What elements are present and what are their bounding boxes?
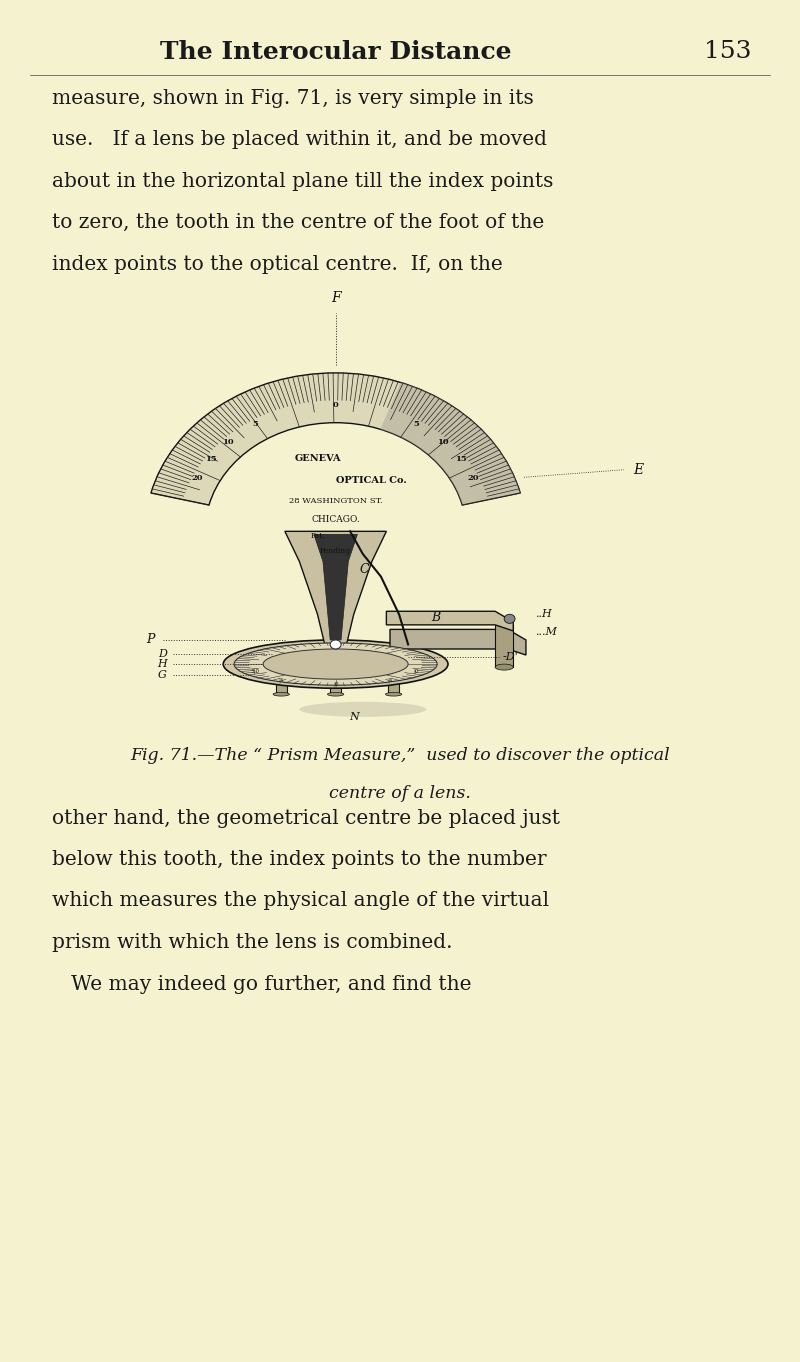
Text: |5: |5 — [278, 677, 284, 682]
Ellipse shape — [223, 640, 448, 688]
Text: other hand, the geometrical centre be placed just: other hand, the geometrical centre be pl… — [52, 809, 560, 828]
Text: D: D — [158, 648, 167, 658]
Ellipse shape — [327, 692, 344, 696]
Text: B: B — [430, 610, 440, 624]
Text: use.   If a lens be placed within it, and be moved: use. If a lens be placed within it, and … — [52, 129, 547, 148]
Wedge shape — [440, 436, 491, 469]
Text: 0: 0 — [333, 400, 338, 409]
Text: |0: |0 — [333, 682, 338, 688]
Text: OPTICAL Co.: OPTICAL Co. — [337, 475, 407, 485]
Text: H: H — [158, 659, 167, 669]
Wedge shape — [411, 402, 451, 445]
Wedge shape — [428, 419, 475, 458]
Wedge shape — [450, 454, 505, 481]
Text: G: G — [158, 670, 167, 680]
Text: C: C — [359, 563, 369, 576]
Text: centre of a lens.: centre of a lens. — [329, 785, 471, 801]
Polygon shape — [285, 531, 386, 644]
Text: Pat.: Pat. — [310, 531, 325, 539]
Text: 3|0: 3|0 — [251, 669, 260, 674]
Wedge shape — [445, 444, 498, 475]
Wedge shape — [460, 482, 518, 501]
Wedge shape — [396, 391, 430, 437]
Bar — [388, 652, 399, 695]
Text: Fig. 71.—The “ Prism Measure,”  used to discover the optical: Fig. 71.—The “ Prism Measure,” used to d… — [130, 746, 670, 764]
Text: 15: 15 — [454, 455, 466, 463]
Wedge shape — [408, 399, 446, 443]
Text: about in the horizontal plane till the index points: about in the horizontal plane till the i… — [52, 172, 554, 191]
Text: |5: |5 — [388, 677, 393, 682]
Text: 20: 20 — [192, 474, 203, 482]
Text: 5: 5 — [414, 419, 419, 428]
Text: 10: 10 — [222, 437, 234, 445]
Wedge shape — [451, 458, 507, 485]
Text: measure, shown in Fig. 71, is very simple in its: measure, shown in Fig. 71, is very simpl… — [52, 89, 534, 108]
Circle shape — [330, 640, 341, 650]
Ellipse shape — [263, 650, 408, 680]
Text: P: P — [146, 633, 154, 647]
Text: to zero, the tooth in the centre of the foot of the: to zero, the tooth in the centre of the … — [52, 212, 544, 232]
Wedge shape — [458, 478, 517, 498]
Ellipse shape — [234, 643, 437, 685]
Text: 5: 5 — [252, 419, 258, 428]
Wedge shape — [437, 432, 487, 466]
Bar — [330, 652, 341, 695]
Text: The Interocular Distance: The Interocular Distance — [160, 39, 512, 64]
Wedge shape — [447, 449, 502, 478]
Wedge shape — [389, 387, 418, 433]
Wedge shape — [425, 415, 470, 455]
Wedge shape — [442, 440, 494, 471]
Wedge shape — [422, 413, 466, 452]
Text: Pending: Pending — [320, 548, 351, 554]
Text: |0: |0 — [413, 669, 418, 674]
Text: 20: 20 — [468, 474, 479, 482]
Polygon shape — [314, 534, 358, 640]
Text: 15: 15 — [205, 455, 217, 463]
Text: 153: 153 — [704, 41, 751, 64]
Ellipse shape — [299, 701, 426, 716]
Text: index points to the optical centre.  If, on the: index points to the optical centre. If, … — [52, 255, 502, 274]
Bar — [495, 625, 514, 667]
Wedge shape — [455, 467, 513, 492]
Text: 28 WASHINGTON ST.: 28 WASHINGTON ST. — [289, 497, 382, 505]
Wedge shape — [457, 473, 514, 494]
Ellipse shape — [386, 692, 402, 696]
Text: ..H: ..H — [535, 609, 552, 620]
Wedge shape — [400, 394, 435, 439]
Text: prism with which the lens is combined.: prism with which the lens is combined. — [52, 933, 453, 952]
Wedge shape — [404, 396, 441, 441]
Ellipse shape — [495, 665, 514, 670]
Wedge shape — [415, 406, 456, 447]
Wedge shape — [151, 373, 520, 505]
Wedge shape — [380, 383, 406, 430]
Wedge shape — [434, 428, 483, 463]
Wedge shape — [461, 488, 520, 505]
Text: 10: 10 — [438, 437, 449, 445]
Text: which measures the physical angle of the virtual: which measures the physical angle of the… — [52, 892, 549, 911]
Wedge shape — [454, 463, 510, 488]
Text: -D': -D' — [502, 651, 518, 662]
Wedge shape — [384, 384, 413, 432]
Text: E: E — [633, 463, 643, 477]
Text: F: F — [331, 291, 341, 305]
Polygon shape — [390, 629, 526, 655]
Wedge shape — [431, 424, 479, 460]
Text: CHICAGO.: CHICAGO. — [311, 515, 360, 524]
Text: N: N — [349, 712, 358, 722]
Circle shape — [504, 614, 515, 624]
Text: ...M: ...M — [535, 628, 557, 637]
Wedge shape — [418, 409, 461, 449]
Text: We may indeed go further, and find the: We may indeed go further, and find the — [52, 974, 471, 993]
Bar — [276, 652, 286, 695]
Text: GENEVA: GENEVA — [294, 455, 341, 463]
Text: below this tooth, the index points to the number: below this tooth, the index points to th… — [52, 850, 546, 869]
Wedge shape — [393, 388, 424, 434]
Polygon shape — [386, 612, 514, 631]
Ellipse shape — [273, 692, 290, 696]
